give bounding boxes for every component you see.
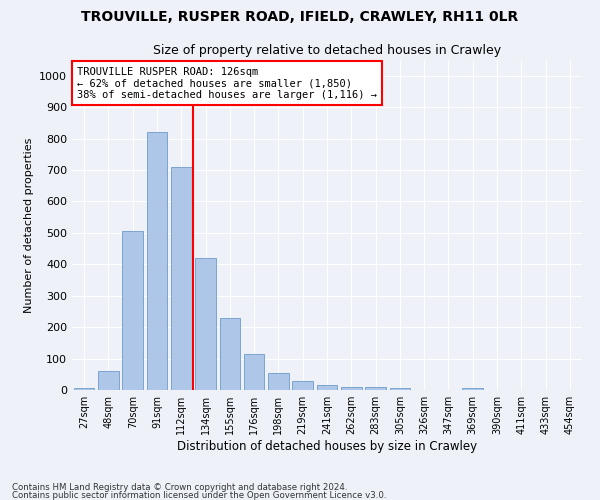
Bar [171, 167, 191, 390]
Bar [195, 258, 216, 390]
Bar [220, 318, 240, 390]
Bar [268, 372, 289, 390]
Bar [146, 132, 167, 390]
Text: TROUVILLE RUSPER ROAD: 126sqm
← 62% of detached houses are smaller (1,850)
38% o: TROUVILLE RUSPER ROAD: 126sqm ← 62% of d… [77, 66, 377, 100]
X-axis label: Distribution of detached houses by size in Crawley: Distribution of detached houses by size … [177, 440, 477, 453]
Title: Size of property relative to detached houses in Crawley: Size of property relative to detached ho… [153, 44, 501, 58]
Text: Contains HM Land Registry data © Crown copyright and database right 2024.: Contains HM Land Registry data © Crown c… [12, 484, 347, 492]
Bar [74, 388, 94, 390]
Text: Contains public sector information licensed under the Open Government Licence v3: Contains public sector information licen… [12, 491, 386, 500]
Bar [317, 386, 337, 390]
Bar [463, 388, 483, 390]
Bar [98, 371, 119, 390]
Bar [341, 387, 362, 390]
Y-axis label: Number of detached properties: Number of detached properties [23, 138, 34, 312]
Bar [292, 380, 313, 390]
Text: TROUVILLE, RUSPER ROAD, IFIELD, CRAWLEY, RH11 0LR: TROUVILLE, RUSPER ROAD, IFIELD, CRAWLEY,… [82, 10, 518, 24]
Bar [365, 387, 386, 390]
Bar [122, 232, 143, 390]
Bar [389, 388, 410, 390]
Bar [244, 354, 265, 390]
